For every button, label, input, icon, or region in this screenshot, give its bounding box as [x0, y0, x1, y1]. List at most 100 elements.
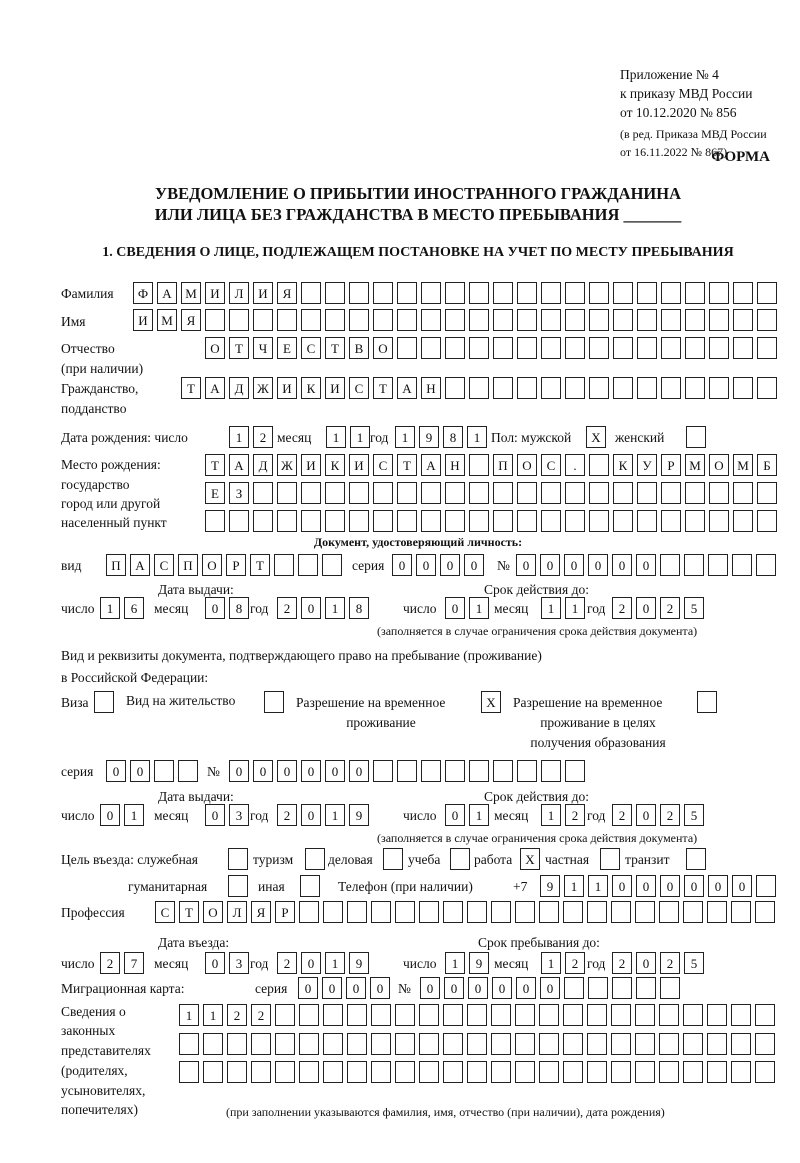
char-cell[interactable]: О [373, 337, 393, 359]
char-cell[interactable] [563, 901, 583, 923]
char-cell[interactable]: 2 [660, 597, 680, 619]
char-cell[interactable] [445, 760, 465, 782]
char-cell[interactable]: 1 [564, 875, 584, 897]
char-cell[interactable] [565, 377, 585, 399]
char-cell[interactable] [755, 1033, 775, 1055]
char-cell[interactable] [443, 1004, 463, 1026]
char-cell[interactable] [611, 1004, 631, 1026]
char-cell[interactable] [661, 377, 681, 399]
char-cell[interactable] [517, 377, 537, 399]
char-cell[interactable] [373, 282, 393, 304]
char-cell[interactable]: 0 [370, 977, 390, 999]
char-cell[interactable]: 2 [660, 804, 680, 826]
char-cell[interactable] [709, 377, 729, 399]
char-cell[interactable] [421, 282, 441, 304]
char-cell[interactable]: 1 [541, 804, 561, 826]
char-cell[interactable] [709, 309, 729, 331]
purpose-study-checkbox[interactable] [450, 848, 470, 870]
char-cell[interactable]: 9 [349, 952, 369, 974]
char-cell[interactable]: И [301, 454, 321, 476]
char-cell[interactable] [707, 901, 727, 923]
char-cell[interactable] [300, 875, 320, 897]
char-cell[interactable] [347, 901, 367, 923]
char-cell[interactable]: М [685, 454, 705, 476]
char-cell[interactable] [611, 901, 631, 923]
char-cell[interactable]: О [205, 337, 225, 359]
char-cell[interactable]: 0 [445, 804, 465, 826]
char-cell[interactable]: Б [757, 454, 777, 476]
char-cell[interactable]: 0 [444, 977, 464, 999]
char-cell[interactable] [685, 377, 705, 399]
char-cell[interactable]: И [349, 454, 369, 476]
char-cell[interactable]: Д [253, 454, 273, 476]
char-cell[interactable]: 1 [124, 804, 144, 826]
char-cell[interactable]: Ж [277, 454, 297, 476]
char-cell[interactable]: Ч [253, 337, 273, 359]
char-cell[interactable] [709, 282, 729, 304]
char-cell[interactable] [421, 309, 441, 331]
char-cell[interactable] [733, 337, 753, 359]
char-cell[interactable] [493, 309, 513, 331]
char-cell[interactable] [732, 554, 752, 576]
purpose-humanitarian-checkbox[interactable] [228, 875, 248, 897]
char-cell[interactable] [251, 1061, 271, 1083]
char-cell[interactable] [469, 454, 489, 476]
char-cell[interactable]: 0 [392, 554, 412, 576]
char-cell[interactable]: 0 [301, 760, 321, 782]
char-cell[interactable] [323, 901, 343, 923]
char-cell[interactable] [203, 1061, 223, 1083]
char-cell[interactable] [421, 482, 441, 504]
char-cell[interactable] [395, 901, 415, 923]
char-cell[interactable] [373, 482, 393, 504]
char-cell[interactable] [613, 482, 633, 504]
char-cell[interactable] [325, 482, 345, 504]
char-cell[interactable] [659, 1061, 679, 1083]
char-cell[interactable] [253, 309, 273, 331]
char-cell[interactable] [264, 691, 284, 713]
char-cell[interactable] [660, 977, 680, 999]
char-cell[interactable] [589, 454, 609, 476]
char-cell[interactable] [347, 1061, 367, 1083]
char-cell[interactable]: 0 [253, 760, 273, 782]
char-cell[interactable] [563, 1004, 583, 1026]
char-cell[interactable] [637, 510, 657, 532]
char-cell[interactable]: С [349, 377, 369, 399]
char-cell[interactable]: Т [397, 454, 417, 476]
char-cell[interactable] [587, 1004, 607, 1026]
char-cell[interactable] [397, 309, 417, 331]
char-cell[interactable]: 1 [395, 426, 415, 448]
char-cell[interactable]: А [229, 454, 249, 476]
char-cell[interactable] [587, 901, 607, 923]
char-cell[interactable] [371, 1004, 391, 1026]
representatives-row3[interactable] [179, 1061, 775, 1083]
char-cell[interactable] [491, 1061, 511, 1083]
char-cell[interactable] [253, 482, 273, 504]
char-cell[interactable] [395, 1004, 415, 1026]
char-cell[interactable] [467, 1004, 487, 1026]
char-cell[interactable]: 2 [277, 597, 297, 619]
char-cell[interactable] [589, 482, 609, 504]
char-cell[interactable]: 2 [277, 804, 297, 826]
char-cell[interactable] [660, 554, 680, 576]
char-cell[interactable]: Д [229, 377, 249, 399]
char-cell[interactable] [635, 1033, 655, 1055]
char-cell[interactable]: 0 [588, 554, 608, 576]
char-cell[interactable] [733, 510, 753, 532]
char-cell[interactable] [613, 510, 633, 532]
char-cell[interactable] [205, 309, 225, 331]
char-cell[interactable] [613, 377, 633, 399]
char-cell[interactable] [611, 1033, 631, 1055]
char-cell[interactable]: 0 [636, 804, 656, 826]
char-cell[interactable]: 0 [540, 554, 560, 576]
char-cell[interactable]: Т [229, 337, 249, 359]
char-cell[interactable] [419, 1033, 439, 1055]
char-cell[interactable] [709, 482, 729, 504]
char-cell[interactable]: 0 [636, 952, 656, 974]
